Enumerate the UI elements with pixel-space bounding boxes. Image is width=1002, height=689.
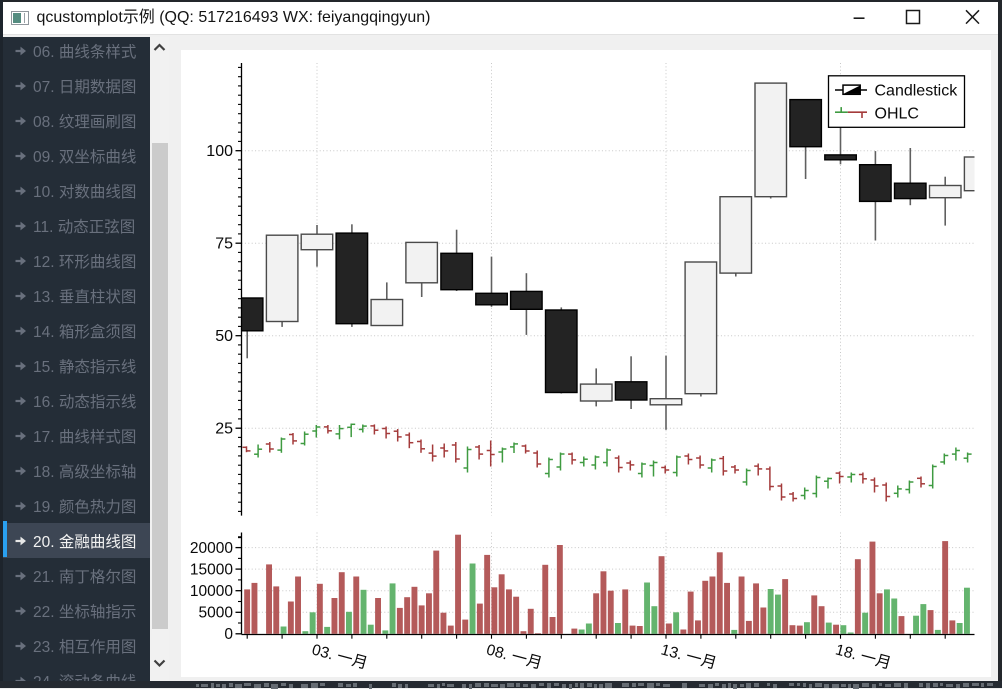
svg-text:OHLC: OHLC	[875, 105, 919, 122]
svg-text:100: 100	[206, 143, 233, 160]
svg-text:Candlestick: Candlestick	[875, 82, 959, 99]
svg-text:10000: 10000	[190, 583, 233, 600]
svg-text:50: 50	[215, 328, 233, 345]
svg-text:5000: 5000	[199, 604, 234, 621]
svg-text:20000: 20000	[190, 539, 233, 556]
svg-text:15000: 15000	[190, 561, 233, 578]
svg-text:0: 0	[224, 626, 233, 643]
svg-text:75: 75	[215, 235, 233, 252]
svg-text:25: 25	[215, 420, 233, 437]
